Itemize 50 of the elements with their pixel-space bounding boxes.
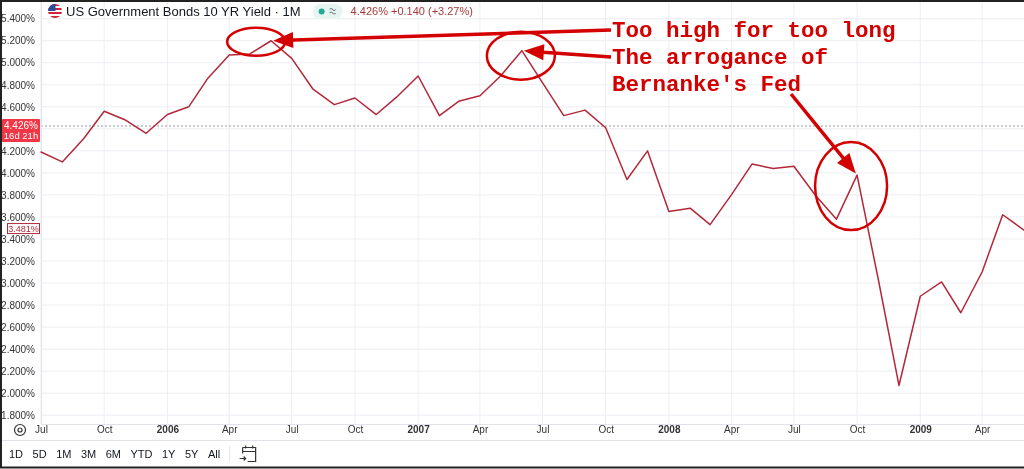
y-tick-label: 5.200% [1,35,36,47]
y-tick-label: 4.600% [1,101,36,113]
y-tick-label: 3.000% [1,277,36,289]
y-tick-label: 4.800% [1,79,36,91]
x-tick-label: Oct [849,424,866,436]
ref-line-label: 4.426% [4,120,39,132]
x-tick-label: Jul [35,424,48,436]
annotation: Too high for too long [612,18,896,44]
x-tick-label: 2006 [156,424,180,436]
x-tick-label: Oct [96,424,113,436]
text: All [207,448,221,460]
y-tick-label: 1.800% [1,409,36,421]
x-tick-label: Apr [221,424,239,436]
annotation: Bernanke's Fed [612,72,802,98]
text: 1Y [161,448,177,460]
x-tick-label: Apr [974,424,992,436]
text: 5Y [184,448,200,460]
y-tick-label: 3.400% [1,233,36,245]
x-tick-label: Jul [536,424,550,436]
x-tick-label: Jul [285,424,299,436]
x-tick-label: Jul [787,424,801,436]
y-tick-label: 5.400% [1,13,36,25]
text: 1M [56,448,72,460]
text: 6M [105,448,121,460]
y-tick-label: 2.200% [1,365,36,377]
x-tick-label: 2008 [658,424,681,436]
y-tick-label: 5.000% [1,57,36,69]
text: 3M [80,448,97,460]
text: 16d 21h [3,130,39,142]
y-tick-label: 2.000% [1,387,36,399]
text: 5D [32,448,47,460]
annotation: The arrogance of [612,45,829,71]
x-tick-label: 2007 [407,424,431,436]
y-tick-label: 2.400% [1,343,36,355]
y-tick-label: 3.600% [1,211,36,223]
x-tick-label: Apr [472,424,489,436]
x-tick-label: Apr [724,424,741,436]
y-tick-label: 2.800% [1,299,36,311]
y-tick-label: 3.800% [1,189,36,201]
x-tick-label: Oct [347,424,364,436]
chart-title: US Government Bonds 10 YR Yield · 1M [66,4,301,19]
text: YTD [130,448,153,460]
y-tick-label: 2.600% [1,321,36,333]
text: 1D [9,448,24,460]
y-tick-label: 4.200% [1,145,36,157]
text: 4.426% +0.140 (+3.27%) [350,5,473,17]
x-tick-label: 2009 [909,424,933,436]
y-tick-label: 3.200% [1,255,36,267]
x-tick-label: Oct [598,424,615,436]
y-tick-label: 4.000% [1,167,36,179]
